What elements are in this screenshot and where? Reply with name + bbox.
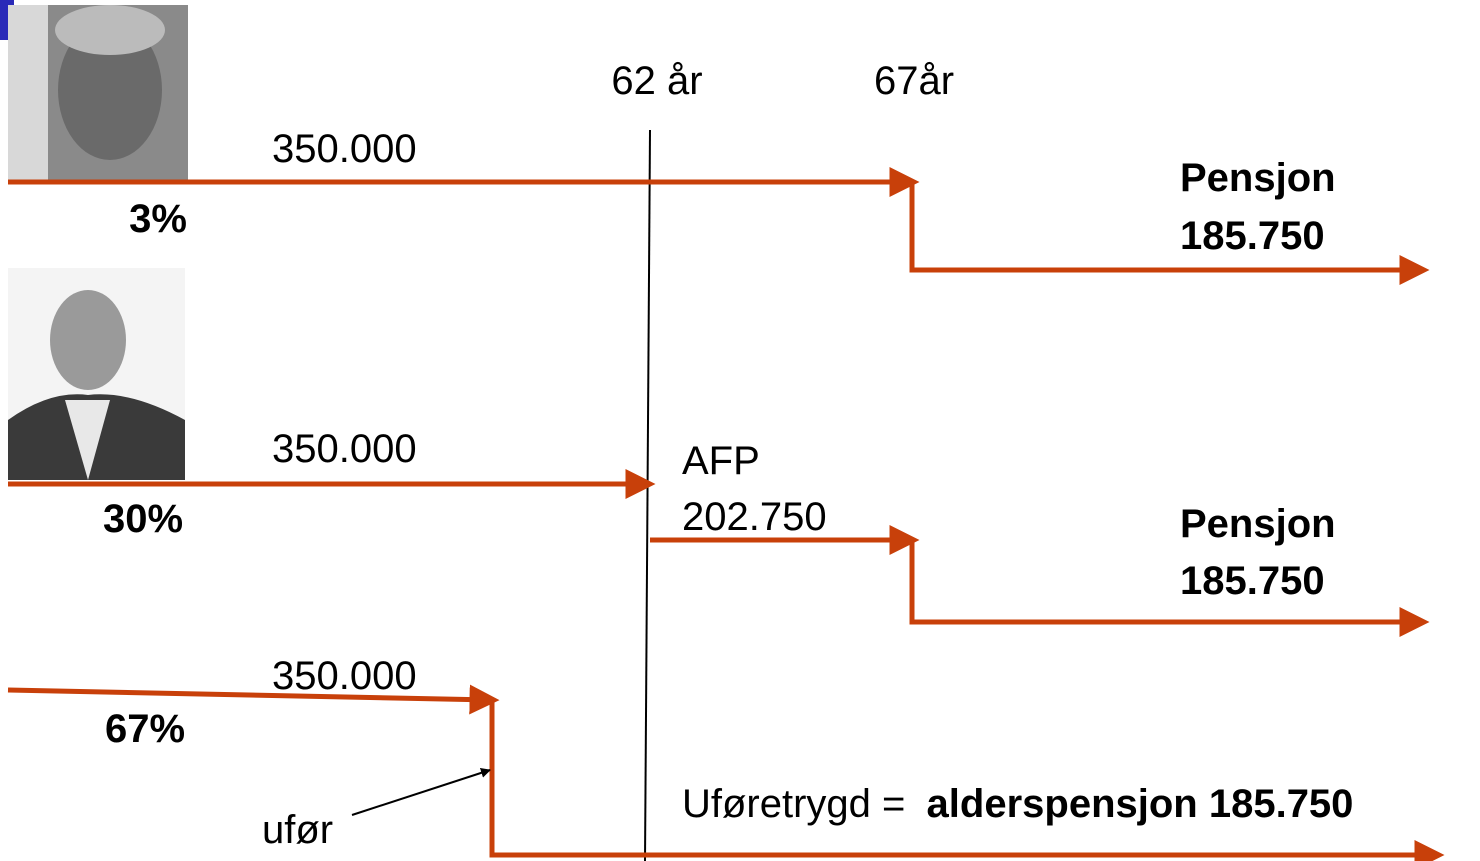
age-label: 62 år — [611, 59, 702, 103]
disability-arrow — [492, 700, 1437, 855]
outcome-amount: 185.750 — [1180, 214, 1325, 258]
event-pointer — [352, 770, 490, 815]
outcome-amount: alderspensjon 185.750 — [927, 782, 1354, 826]
income-arrow — [8, 690, 492, 700]
outcome-amount: 185.750 — [1180, 559, 1325, 603]
diagram: 62 år 67år 350.000 3% Pensjon 185.750 35… — [0, 0, 1480, 861]
age-line — [645, 130, 650, 861]
afp-amount: 202.750 — [682, 495, 827, 539]
share: 67% — [105, 707, 185, 751]
outcome: Uføretrygd = alderspensjon 185.750 — [682, 782, 1353, 826]
outcome-label: Uføretrygd = — [682, 782, 905, 826]
afp-label: AFP — [682, 439, 760, 483]
outcome-label: Pensjon — [1180, 156, 1336, 200]
share: 30% — [103, 497, 183, 541]
income: 350.000 — [272, 427, 417, 471]
photo — [8, 268, 185, 480]
income: 350.000 — [272, 654, 417, 698]
event-label: ufør — [262, 808, 333, 852]
photo — [8, 5, 188, 180]
outcome-label: Pensjon — [1180, 502, 1336, 546]
pension-arrow — [912, 182, 1422, 270]
age-label: 67år — [874, 59, 954, 103]
share: 3% — [129, 197, 187, 241]
income: 350.000 — [272, 127, 417, 171]
pension-arrow — [912, 540, 1422, 622]
